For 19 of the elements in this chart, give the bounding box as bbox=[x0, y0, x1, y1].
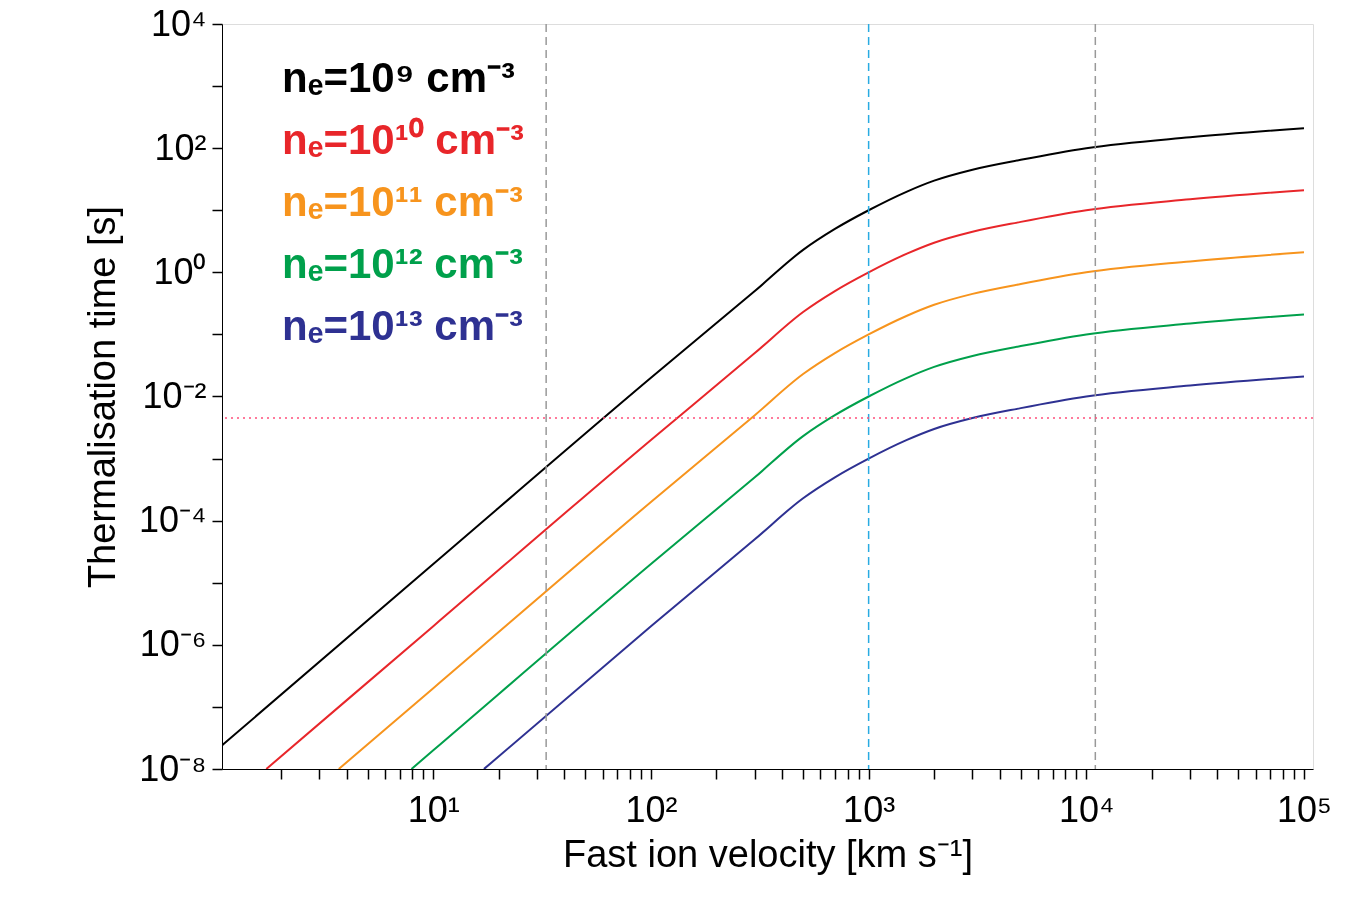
text: nₑ=10¹¹ cm⁻³ bbox=[282, 178, 524, 225]
text: nₑ=10¹² cm⁻³ bbox=[282, 240, 524, 287]
x-tick-label: 10⁵ bbox=[1277, 788, 1332, 830]
y-tick-label: 10⁰ bbox=[153, 250, 207, 292]
x-tick-label: 10⁴ bbox=[1059, 788, 1115, 830]
x-tick-label: 10² bbox=[625, 788, 678, 830]
y-tick-label: 10⁻⁴ bbox=[138, 499, 207, 541]
text: nₑ=10⁹ cm⁻³ bbox=[282, 54, 515, 101]
y-tick-label: 10⁻² bbox=[142, 375, 207, 416]
y-tick-label: 10⁻⁸ bbox=[139, 747, 207, 789]
y-tick-label: 10⁻⁶ bbox=[139, 623, 207, 665]
x-axis-title: Fast ion velocity [km s⁻¹] bbox=[563, 832, 973, 875]
text: nₑ=10¹³ cm⁻³ bbox=[282, 302, 524, 349]
text: nₑ=10¹⁰ cm⁻³ bbox=[282, 116, 525, 163]
y-tick-label: 10² bbox=[154, 126, 207, 168]
y-axis-title: Thermalisation time [s] bbox=[80, 205, 123, 589]
x-tick-label: 10¹ bbox=[407, 788, 460, 830]
x-tick-label: 10³ bbox=[843, 788, 896, 830]
y-tick-label: 10⁴ bbox=[150, 2, 207, 44]
